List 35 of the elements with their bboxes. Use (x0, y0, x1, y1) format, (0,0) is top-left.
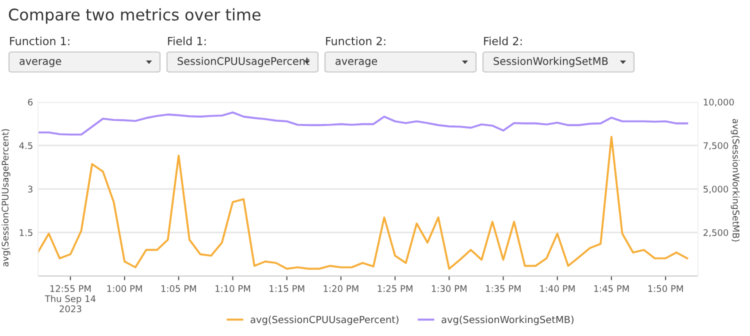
x-tick-label: 1:30 PM (432, 285, 466, 292)
text: SessionWorkingSetMB (494, 56, 608, 68)
x-tick-label: 12:55 PM Thu Sep 14 2023 (44, 285, 96, 312)
y-tick-label: 6 (28, 98, 33, 106)
x-tick-label: 1:05 PM (161, 285, 196, 292)
x-tick-label: 1:10 PM (216, 285, 250, 292)
text: Field 2: (484, 36, 522, 46)
y2-tick-label: 2,500 (704, 229, 728, 237)
x-tick-label: 1:40 PM (540, 285, 575, 292)
x-tick-label: 1:20 PM (324, 285, 358, 292)
text: Function 2: (326, 36, 386, 46)
y-axis-title: avg(SessionCPUUsagePercent) (2, 129, 10, 266)
y2-tick-label: 10,000 (704, 98, 734, 106)
x-tick-label: 1:15 PM (270, 285, 304, 292)
x-tick-label: 1:25 PM (378, 285, 412, 292)
line-series (38, 111, 688, 136)
y-tick-label: 1.5 (20, 229, 32, 236)
legend-label: avg(SessionWorkingSetMB) (442, 316, 574, 326)
x-tick-label: 1:00 PM (107, 285, 142, 292)
text: Function 1: (10, 36, 70, 46)
line-series (38, 136, 688, 270)
x-tick-label: 1:50 PM (648, 285, 683, 292)
chart-title: Compare two metrics over time (8, 8, 260, 24)
y2-axis-title: avg(SessionWorkingSetMB) (730, 118, 740, 242)
y-tick-label: 4.5 (19, 142, 32, 150)
text: average (336, 59, 378, 68)
x-tick-label: 1:35 PM (486, 285, 521, 292)
legend-label: avg(SessionCPUUsagePercent) (250, 316, 398, 326)
text: average (20, 59, 62, 68)
text: Field 1: (168, 36, 206, 46)
y2-tick-label: 7,500 (704, 142, 728, 150)
x-tick-label: 1:45 PM (594, 285, 629, 292)
text: SessionCPUUsagePercent (178, 56, 310, 68)
y2-tick-label: 5,000 (704, 186, 728, 194)
y-tick-label: 3 (28, 186, 32, 193)
